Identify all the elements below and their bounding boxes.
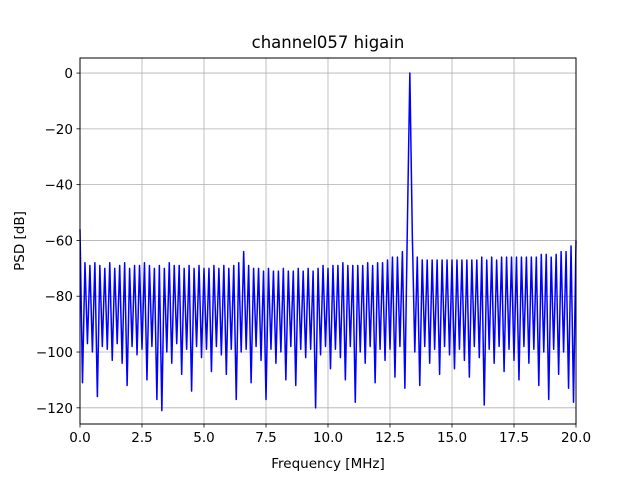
x-tick-label: 2.5 <box>131 430 152 446</box>
plot-area <box>79 72 577 412</box>
x-tick-label: 5.0 <box>193 430 214 446</box>
x-tick-label: 12.5 <box>375 430 405 446</box>
x-tick-label: 17.5 <box>499 430 529 446</box>
y-tick-label: −100 <box>36 345 73 361</box>
psd-line <box>79 72 577 412</box>
ticks: 0.0 2.5 5.0 7.5 10.0 12.5 15.0 17.5 20.0 0 −20 −40 −… <box>36 66 591 446</box>
y-tick-label: −20 <box>45 122 74 138</box>
y-tick-label: −80 <box>45 289 74 305</box>
x-tick-label: 15.0 <box>437 430 467 446</box>
x-tick-label: 20.0 <box>561 430 591 446</box>
chart-title: channel057 higain <box>252 33 405 52</box>
x-axis-label: Frequency [MHz] <box>271 456 384 472</box>
y-tick-label: −40 <box>45 178 74 194</box>
y-axis-label: PSD [dB] <box>12 211 28 271</box>
y-tick-label: 0 <box>64 66 73 82</box>
y-tick-label: −60 <box>45 233 74 249</box>
x-tick-label: 7.5 <box>255 430 276 446</box>
x-tick-label: 10.0 <box>313 430 343 446</box>
x-tick-label: 0.0 <box>69 430 90 446</box>
y-tick-label: −120 <box>36 401 73 417</box>
